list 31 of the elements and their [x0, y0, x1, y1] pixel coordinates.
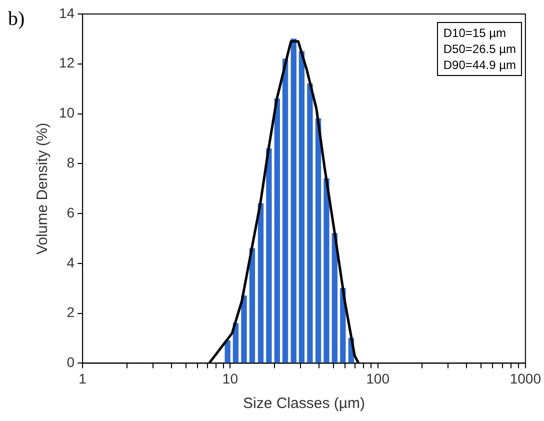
bar — [307, 84, 313, 364]
bar — [282, 58, 288, 364]
bar — [266, 148, 272, 364]
x-tick-label: 1000 — [510, 370, 542, 386]
bar — [249, 248, 256, 364]
bar — [290, 38, 296, 364]
bar — [324, 178, 330, 364]
bar — [298, 51, 305, 364]
y-tick-label: 12 — [58, 54, 75, 71]
x-axis-title: Size Classes (µm) — [243, 395, 365, 412]
bar — [241, 296, 247, 364]
y-tick-label: 4 — [66, 254, 75, 270]
y-tick-label: 0 — [66, 354, 75, 370]
y-axis-title: Volume Density (%) — [34, 122, 52, 254]
bar — [274, 98, 280, 364]
y-tick-label: 6 — [66, 204, 75, 220]
annotation: D90=44.9 µm — [443, 57, 516, 73]
text: b) — [8, 8, 25, 31]
bar — [224, 340, 230, 364]
x-tick-label: 10 — [222, 370, 238, 386]
y-tick-label: 14 — [58, 4, 75, 21]
y-tick-label: 2 — [66, 304, 75, 320]
annotation: D10=15 µm — [443, 25, 507, 41]
annotation: D50=26.5 µm — [443, 41, 516, 57]
x-tick-label: 1 — [78, 370, 87, 386]
bar — [315, 118, 322, 364]
y-tick-label: 8 — [66, 154, 75, 171]
y-tick-label: 10 — [58, 104, 75, 121]
bar — [258, 203, 264, 364]
x-tick-label: 100 — [366, 370, 390, 386]
bar — [332, 233, 338, 364]
